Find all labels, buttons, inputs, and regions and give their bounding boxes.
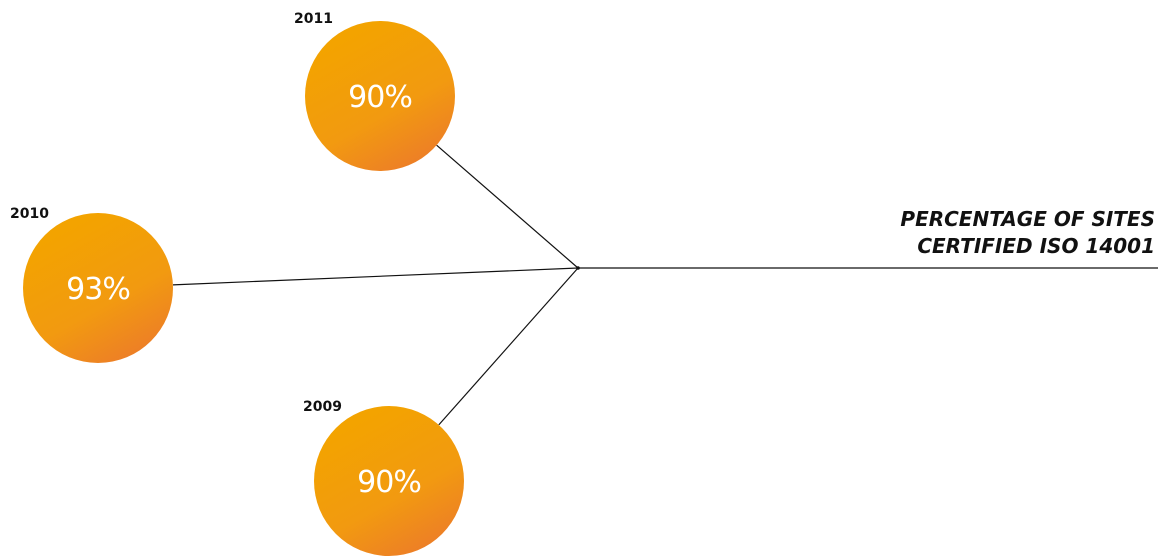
year-label-2010: 2010	[10, 206, 49, 222]
connector-line-2011	[436, 144, 579, 269]
chart-title-line-2: CERTIFIED ISO 14001	[917, 234, 1155, 258]
bubble-2011: 90% 2011	[294, 11, 455, 171]
year-label-2011: 2011	[294, 11, 333, 27]
connector-line-2009	[438, 267, 579, 426]
bubble-2009: 90% 2009	[303, 399, 464, 556]
connector-line-2010	[172, 267, 579, 286]
bubble-circle-2009	[314, 406, 464, 556]
bubble-circle-2011	[305, 21, 455, 171]
year-label-2009: 2009	[303, 399, 342, 415]
bubbles-group: 90% 2011 93% 2010 90% 2009	[10, 11, 464, 556]
value-label-2011: 90%	[348, 80, 412, 115]
chart-title: PERCENTAGE OF SITES CERTIFIED ISO 14001	[900, 207, 1155, 258]
connector-lines	[172, 144, 1158, 426]
bubble-circle-2010	[23, 213, 173, 363]
chart-title-line-1: PERCENTAGE OF SITES	[900, 207, 1155, 231]
bubble-2010: 93% 2010	[10, 206, 173, 363]
value-label-2009: 90%	[357, 465, 421, 500]
value-label-2010: 93%	[66, 272, 130, 307]
